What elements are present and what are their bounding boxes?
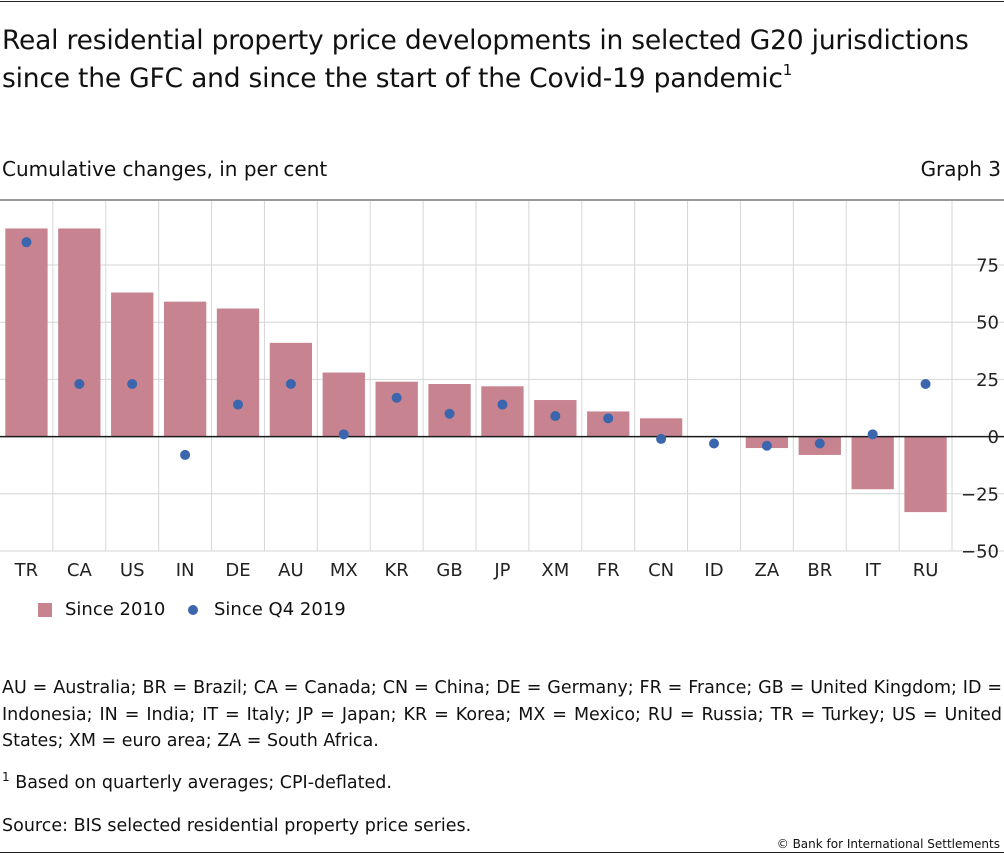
x-tick-label: TR xyxy=(14,560,39,581)
dot-since-q4-2019-br xyxy=(814,438,825,449)
x-tick-label: DE xyxy=(225,560,250,581)
dot-series xyxy=(21,237,931,460)
bar-since-2010-ca xyxy=(58,228,101,437)
bar-since-2010-mx xyxy=(322,372,365,437)
y-tick-label: 25 xyxy=(976,370,999,391)
dot-since-q4-2019-cn xyxy=(656,433,667,444)
copyright: © Bank for International Settlements xyxy=(776,837,1000,851)
source-note: Source: BIS selected residential propert… xyxy=(2,816,472,836)
bar-since-2010-jp xyxy=(481,386,524,437)
dot-since-q4-2019-xm xyxy=(550,411,561,422)
bar-series xyxy=(5,228,947,513)
dot-since-q4-2019-jp xyxy=(497,399,508,410)
bar-since-2010-cn xyxy=(639,418,683,437)
abbreviations-note: AU = Australia; BR = Brazil; CA = Canada… xyxy=(2,678,1002,751)
y-axis-tick-labels: 75 50 25 0 −25 −50 xyxy=(961,256,999,563)
x-tick-label: MX xyxy=(330,560,358,581)
bar-since-2010-tr xyxy=(5,228,48,437)
x-tick-label: FR xyxy=(597,560,620,581)
x-tick-label: XM xyxy=(541,560,569,581)
x-tick-label: ZA xyxy=(755,560,780,581)
bar-since-2010-au xyxy=(269,342,313,437)
footnote-text: Based on quarterly averages; CPI-deflate… xyxy=(9,773,392,793)
x-tick-label: IT xyxy=(865,560,882,581)
dot-since-q4-2019-id xyxy=(709,438,719,449)
x-tick-label: IN xyxy=(176,560,195,581)
dot-since-q4-2019-it xyxy=(867,429,878,440)
bar-since-2010-it xyxy=(851,436,894,490)
title-footnote-mark: 1 xyxy=(782,61,793,79)
dot-since-q4-2019-ru xyxy=(920,379,931,390)
dot-since-q4-2019-kr xyxy=(391,392,402,403)
dot-since-q4-2019-mx xyxy=(338,429,349,440)
dot-since-q4-2019-au xyxy=(285,379,296,390)
x-tick-label: JP xyxy=(493,560,510,581)
chart-area: 75 50 25 0 −25 −50 TR CA US IN DE AU MX KR GB JP XM FR CN… xyxy=(0,199,1004,581)
x-tick-label: CA xyxy=(67,560,93,581)
x-tick-label: US xyxy=(120,560,145,581)
x-axis-tick-labels: TR CA US IN DE AU MX KR GB JP XM FR CN ID ZA BR IT RU xyxy=(14,560,939,581)
y-tick-label: 50 xyxy=(976,313,999,334)
graph-number: Graph 3 xyxy=(920,157,1001,181)
bar-since-2010-ru xyxy=(904,436,947,513)
legend-square-icon xyxy=(38,603,52,617)
dot-since-q4-2019-us xyxy=(127,379,138,390)
dot-since-q4-2019-ca xyxy=(74,379,85,390)
x-tick-label: GB xyxy=(436,560,462,581)
chart-title: Real residential property price developm… xyxy=(2,22,982,98)
bar-since-2010-de xyxy=(216,308,260,437)
legend-dot-icon xyxy=(188,605,198,615)
y-tick-label: −50 xyxy=(961,542,999,563)
y-tick-label: 0 xyxy=(988,427,999,448)
bar-since-2010-kr xyxy=(375,381,418,437)
dot-since-q4-2019-in xyxy=(180,449,191,460)
dot-since-q4-2019-fr xyxy=(603,413,614,424)
dot-since-q4-2019-de xyxy=(233,399,243,410)
y-tick-label: 75 xyxy=(976,256,999,277)
dot-since-q4-2019-gb xyxy=(444,408,455,419)
legend-label: Since Q4 2019 xyxy=(214,599,346,620)
bottom-rule xyxy=(0,852,1004,853)
bar-since-2010-us xyxy=(111,292,154,437)
x-tick-label: CN xyxy=(648,560,674,581)
chart-subtitle: Cumulative changes, in per cent xyxy=(2,157,328,181)
x-tick-label: RU xyxy=(913,560,939,581)
top-rule xyxy=(0,1,1004,2)
y-tick-label: −25 xyxy=(961,484,999,505)
dot-since-q4-2019-za xyxy=(761,440,772,451)
dot-since-q4-2019-tr xyxy=(21,237,32,248)
footnote-mark: 1 xyxy=(2,770,10,784)
bar-since-2010-in xyxy=(163,301,207,437)
chart-title-text: Real residential property price developm… xyxy=(2,25,969,94)
x-tick-label: BR xyxy=(807,560,832,581)
x-tick-label: ID xyxy=(704,560,723,581)
legend-label: Since 2010 xyxy=(65,599,166,620)
footnote: 1 Based on quarterly averages; CPI-defla… xyxy=(2,770,1002,797)
x-tick-label: KR xyxy=(385,560,409,581)
x-tick-label: AU xyxy=(278,560,304,581)
